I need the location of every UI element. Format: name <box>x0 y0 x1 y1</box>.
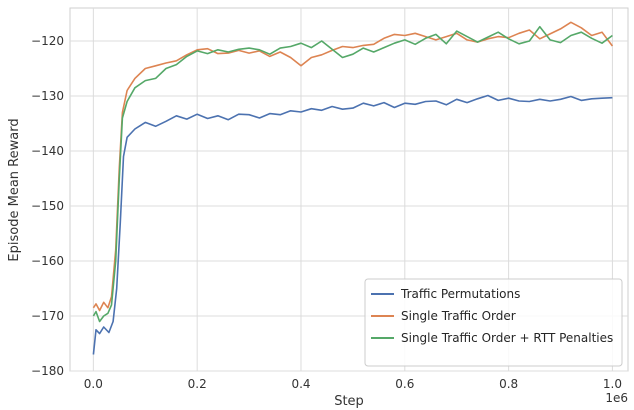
y-axis-label: Episode Mean Reward <box>7 118 22 261</box>
x-tick-label: 0.6 <box>395 377 414 391</box>
y-tick-label: −130 <box>31 89 64 103</box>
legend-box <box>364 278 623 367</box>
legend-entry-single-traffic-order: Single Traffic Order <box>371 309 516 323</box>
legend-label-single-traffic-order: Single Traffic Order <box>401 309 516 323</box>
series-line-single-traffic-order <box>92 21 614 312</box>
x-tick-label: 0.2 <box>188 377 207 391</box>
y-tick-labels: −180 −170 −160 −150 −140 −130 −120 <box>31 34 64 378</box>
x-axis-label: Step <box>334 394 364 409</box>
legend-entry-single-traffic-order-rtt: Single Traffic Order + RTT Penalties <box>371 331 613 345</box>
x-tick-label: 1.0 <box>603 377 622 391</box>
series-layer <box>92 21 614 355</box>
legend-entry-traffic-permutations: Traffic Permutations <box>371 287 520 301</box>
x-tick-label: 0.0 <box>84 377 103 391</box>
x-tick-label: 0.4 <box>291 377 310 391</box>
x-tick-label: 0.8 <box>499 377 518 391</box>
legend: Traffic Permutations Single Traffic Orde… <box>364 278 623 367</box>
legend-label-single-traffic-order-rtt: Single Traffic Order + RTT Penalties <box>401 331 613 345</box>
legend-label-traffic-permutations: Traffic Permutations <box>400 287 520 301</box>
y-tick-label: −180 <box>31 364 64 378</box>
y-tick-label: −140 <box>31 144 64 158</box>
x-tick-labels: 0.0 0.2 0.4 0.6 0.8 1.0 <box>84 377 622 391</box>
series-line-single-traffic-order-rtt <box>92 25 613 323</box>
y-tick-label: −120 <box>31 34 64 48</box>
y-tick-label: −160 <box>31 254 64 268</box>
series-line-traffic-permutations <box>92 94 613 355</box>
y-tick-label: −170 <box>31 309 64 323</box>
x-axis-offset-label: 1e6 <box>605 391 628 405</box>
y-tick-label: −150 <box>31 199 64 213</box>
